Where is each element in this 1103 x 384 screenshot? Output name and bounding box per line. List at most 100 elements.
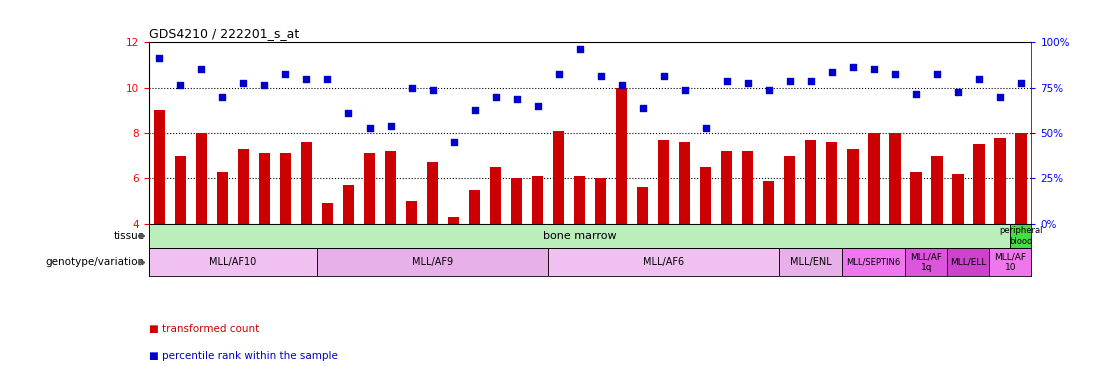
Point: [676, 87, 694, 93]
Bar: [721, 151, 732, 224]
Point: [990, 94, 1008, 100]
Bar: [364, 153, 375, 224]
Point: [970, 76, 987, 82]
Point: [613, 82, 631, 88]
Text: MLL/ELL: MLL/ELL: [950, 258, 986, 267]
Bar: [615, 88, 628, 224]
Bar: [847, 149, 858, 224]
Bar: [947, 248, 989, 276]
Point: [907, 91, 924, 98]
Point: [193, 66, 211, 73]
Bar: [548, 248, 779, 276]
Point: [507, 96, 525, 102]
Bar: [1010, 224, 1031, 248]
Bar: [280, 153, 291, 224]
Point: [403, 84, 420, 91]
Point: [151, 55, 169, 61]
Text: MLL/AF6: MLL/AF6: [643, 257, 684, 268]
Text: GDS4210 / 222201_s_at: GDS4210 / 222201_s_at: [149, 26, 299, 40]
Point: [486, 94, 504, 100]
Bar: [989, 248, 1031, 276]
Point: [592, 73, 610, 79]
Point: [465, 107, 483, 113]
Bar: [448, 217, 459, 224]
Point: [424, 87, 441, 93]
Bar: [742, 151, 753, 224]
Bar: [301, 142, 312, 224]
Point: [739, 80, 757, 86]
Point: [802, 78, 820, 84]
Point: [865, 66, 882, 73]
Point: [340, 109, 357, 116]
Bar: [868, 133, 879, 224]
Bar: [784, 156, 795, 224]
Point: [445, 139, 462, 145]
Point: [697, 125, 715, 131]
Point: [256, 82, 274, 88]
Bar: [826, 142, 837, 224]
Bar: [553, 131, 565, 224]
Bar: [195, 133, 207, 224]
Point: [361, 125, 378, 131]
Bar: [906, 248, 947, 276]
Point: [1011, 80, 1029, 86]
Bar: [532, 176, 544, 224]
Point: [844, 64, 861, 70]
Bar: [574, 176, 586, 224]
Bar: [511, 178, 523, 224]
Point: [319, 76, 336, 82]
Bar: [385, 151, 396, 224]
Bar: [149, 248, 317, 276]
Bar: [322, 203, 333, 224]
Bar: [343, 185, 354, 224]
Text: MLL/AF9: MLL/AF9: [413, 257, 453, 268]
Point: [214, 94, 232, 100]
Bar: [952, 174, 964, 224]
Bar: [216, 172, 228, 224]
Point: [235, 80, 253, 86]
Text: MLL/AF10: MLL/AF10: [210, 257, 257, 268]
Text: tissue: tissue: [114, 231, 144, 241]
Point: [382, 123, 399, 129]
Bar: [153, 110, 165, 224]
Point: [528, 103, 546, 109]
Bar: [973, 144, 985, 224]
Point: [634, 105, 652, 111]
Bar: [763, 180, 774, 224]
Text: ■ percentile rank within the sample: ■ percentile rank within the sample: [149, 351, 338, 361]
Point: [549, 71, 567, 77]
Bar: [805, 140, 816, 224]
Bar: [843, 248, 906, 276]
Point: [928, 71, 945, 77]
Text: peripheral
blood: peripheral blood: [999, 226, 1042, 246]
Point: [655, 73, 673, 79]
Bar: [259, 153, 270, 224]
Point: [760, 87, 778, 93]
Text: genotype/variation: genotype/variation: [45, 257, 144, 268]
Bar: [779, 248, 843, 276]
Point: [718, 78, 736, 84]
Text: MLL/AF
1q: MLL/AF 1q: [910, 253, 942, 272]
Point: [823, 69, 840, 75]
Point: [298, 76, 315, 82]
Point: [172, 82, 190, 88]
Point: [949, 89, 966, 95]
Bar: [931, 156, 943, 224]
Bar: [406, 201, 417, 224]
Text: MLL/ENL: MLL/ENL: [790, 257, 832, 268]
Text: MLL/SEPTIN6: MLL/SEPTIN6: [847, 258, 901, 267]
Point: [570, 46, 588, 52]
Bar: [427, 162, 438, 224]
Bar: [490, 167, 502, 224]
Bar: [910, 172, 921, 224]
Text: ■ transformed count: ■ transformed count: [149, 324, 259, 334]
Text: MLL/AF
10: MLL/AF 10: [994, 253, 1026, 272]
Bar: [317, 248, 548, 276]
Bar: [174, 156, 186, 224]
Bar: [657, 140, 670, 224]
Bar: [469, 190, 480, 224]
Bar: [994, 137, 1006, 224]
Bar: [636, 187, 649, 224]
Point: [886, 71, 903, 77]
Bar: [678, 142, 690, 224]
